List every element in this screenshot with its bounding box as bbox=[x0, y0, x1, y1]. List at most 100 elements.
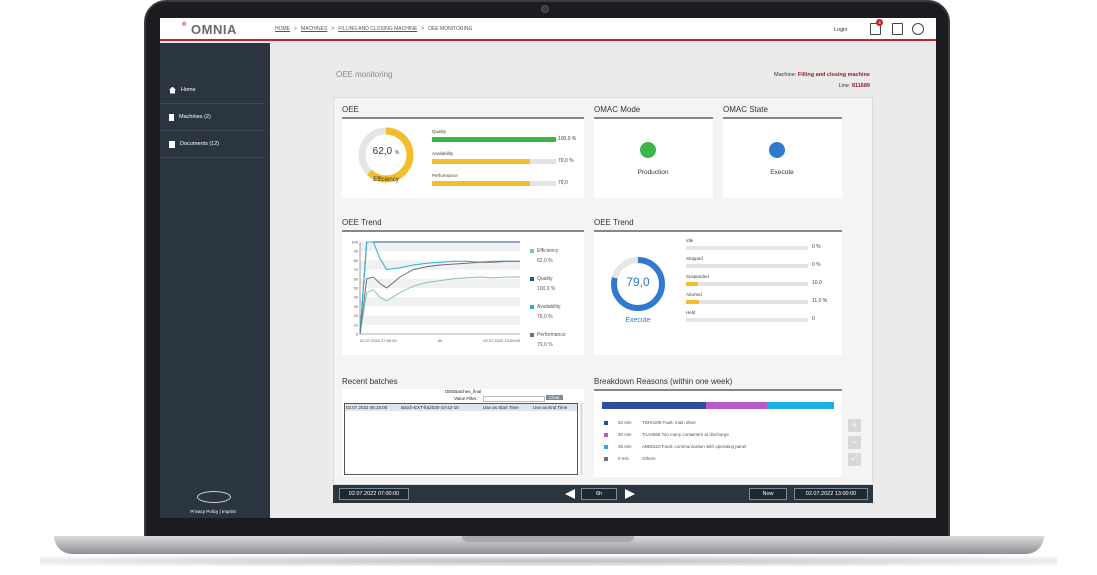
clear-filter-button[interactable]: Clear bbox=[546, 395, 563, 400]
series-line-performance bbox=[359, 260, 520, 335]
end-time-field[interactable]: 02.07.2022 13:00:00 bbox=[794, 488, 868, 500]
execute-gauge-label: Execute bbox=[625, 317, 651, 324]
state-bar-value: 10,0 bbox=[812, 280, 822, 286]
legend-swatch bbox=[530, 333, 534, 337]
notifications-icon[interactable] bbox=[870, 23, 881, 35]
machine-name: Filling and closing machine bbox=[797, 72, 870, 78]
breadcrumb-machine[interactable]: FILLING AND CLOSING MACHINE bbox=[338, 26, 418, 32]
omnia-logo[interactable]: ® OMNIA bbox=[182, 22, 237, 37]
previous-range-arrow-icon[interactable] bbox=[565, 489, 575, 499]
document-list-icon[interactable] bbox=[892, 23, 903, 35]
legend-series-name[interactable]: Quality bbox=[537, 276, 553, 282]
breakdown-segment[interactable] bbox=[602, 402, 707, 409]
breakdown-segment[interactable] bbox=[766, 402, 834, 409]
grid-band bbox=[360, 242, 520, 252]
zoom-out-button[interactable]: − bbox=[848, 436, 861, 449]
state-bar-track bbox=[686, 264, 808, 268]
breakdown-segment[interactable] bbox=[706, 402, 767, 409]
breakdown-reason: Others bbox=[642, 456, 656, 461]
value-filter-input[interactable] bbox=[483, 396, 545, 402]
state-bar-label: Held bbox=[686, 310, 696, 315]
y-tick-label: 70 bbox=[354, 267, 359, 272]
breakdown-swatch bbox=[604, 445, 608, 449]
state-bar-fill bbox=[686, 300, 700, 304]
recent-batches-card: OEEBatches_final Value Filter: Clear 02.… bbox=[342, 389, 584, 477]
state-bar-label: Idle bbox=[686, 238, 694, 243]
oee-gauge bbox=[358, 127, 414, 183]
state-bar-track bbox=[686, 318, 808, 322]
value-filter-label: Value Filter: bbox=[454, 396, 478, 401]
use-as-end-link[interactable]: Use as End Time bbox=[533, 405, 568, 410]
use-as-start-link[interactable]: Use as Start Time bbox=[483, 405, 519, 410]
document-icon bbox=[169, 140, 175, 148]
breakdown-swatch bbox=[604, 433, 608, 437]
zoom-fit-button[interactable]: ⤢ bbox=[848, 453, 861, 466]
y-tick-label: 40 bbox=[354, 295, 359, 300]
state-bar-label: Aborted bbox=[686, 292, 702, 297]
x-tick-label: 6h bbox=[438, 338, 442, 343]
login-link[interactable]: Login bbox=[834, 27, 848, 33]
omac-mode-title: OMAC Mode bbox=[594, 105, 641, 114]
notification-badge: 4 bbox=[876, 19, 883, 26]
y-tick-label: 60 bbox=[354, 276, 359, 281]
company-logo bbox=[197, 491, 231, 503]
oee-gauge-value: 62,0 % bbox=[372, 146, 400, 157]
breakdown-reason: TAA0566 Too many containers at discharge bbox=[642, 432, 729, 437]
batches-scrollbar[interactable] bbox=[580, 403, 583, 475]
oee-bar-value: 100,0 % bbox=[558, 136, 577, 142]
sidebar-item-home[interactable]: Home bbox=[160, 77, 265, 104]
breakdown-reason: ABB0110 Fault: communication with operat… bbox=[642, 444, 747, 449]
breakdown-swatch bbox=[604, 457, 608, 461]
y-tick-label: 20 bbox=[354, 313, 359, 318]
legend-series-name[interactable]: Efficiency bbox=[537, 248, 559, 254]
zoom-in-button[interactable]: + bbox=[848, 419, 861, 432]
privacy-imprint-link[interactable]: Privacy Policy | Imprint bbox=[190, 509, 236, 514]
legend-series-name[interactable]: Performance bbox=[537, 332, 566, 338]
sidebar-item-machines[interactable]: Machines (2) bbox=[160, 104, 265, 131]
legend-swatch bbox=[530, 305, 534, 309]
series-line-availability bbox=[359, 241, 520, 335]
oee-trend-card: 100 90 80 70 60 50 40 30 20 10 0 02.07.2022 07:00:0… bbox=[342, 230, 584, 355]
batches-table-name: OEEBatches_final bbox=[444, 389, 482, 394]
oee-bar-value: 79,0 % bbox=[558, 158, 574, 164]
y-tick-label: 90 bbox=[354, 249, 359, 254]
oee-bar-label: Availability bbox=[432, 151, 454, 156]
breakdown-duration: 53 min bbox=[618, 420, 632, 425]
breakdown-swatch bbox=[604, 421, 608, 425]
legend-series-value: 100,0 % bbox=[537, 286, 556, 292]
top-bar: ® OMNIA HOME > MACHINES > FILLING AND CLOS… bbox=[160, 18, 936, 41]
state-bar-value: 11,0 % bbox=[812, 298, 828, 304]
omac-state-card: Execute bbox=[723, 117, 842, 198]
state-bar-value: 0 % bbox=[812, 244, 821, 250]
omac-mode-card: Production bbox=[594, 117, 713, 198]
start-time-field[interactable]: 02.07.2022 07:00:00 bbox=[339, 488, 409, 500]
breakdown-duration: 30 min bbox=[618, 432, 632, 437]
sidebar-item-documents[interactable]: Documents (12) bbox=[160, 131, 265, 158]
legend-series-name[interactable]: Availability bbox=[537, 304, 561, 310]
breadcrumb-current: OEE MONITORING bbox=[428, 26, 473, 32]
table-row[interactable]: 02.07.2022 06:15:00 Batch-EXT-fra2020-10… bbox=[345, 404, 577, 411]
breadcrumb-home[interactable]: HOME bbox=[275, 26, 290, 32]
oee-bar-label: Quality bbox=[432, 129, 447, 134]
oee-card: 62,0 % Efficiency Quality 100,0 % Availabi… bbox=[342, 117, 584, 198]
breakdown-duration: 0 min bbox=[618, 456, 630, 461]
laptop-base bbox=[54, 536, 1044, 554]
state-bar-value: 0 bbox=[812, 316, 815, 322]
next-range-arrow-icon[interactable] bbox=[625, 489, 635, 499]
breakdown-stacked-bar bbox=[602, 402, 834, 409]
omac-state-state: Execute bbox=[770, 169, 794, 176]
oee-trend-title: OEE Trend bbox=[342, 218, 382, 227]
time-span-field[interactable]: 6h bbox=[581, 488, 617, 500]
state-trend-title: OEE Trend bbox=[594, 218, 634, 227]
sidebar: Home Machines (2) Documents (12) Privacy… bbox=[160, 43, 270, 518]
state-bar-label: Stopped bbox=[686, 256, 703, 261]
breadcrumb: HOME > MACHINES > FILLING AND CLOSING MACH… bbox=[275, 26, 473, 32]
state-bar-track bbox=[686, 282, 808, 286]
oee-panel-title: OEE bbox=[342, 105, 359, 114]
breadcrumb-machines[interactable]: MACHINES bbox=[300, 26, 328, 32]
language-globe-icon[interactable] bbox=[912, 23, 924, 35]
now-button[interactable]: Now bbox=[749, 488, 787, 500]
omac-mode-indicator bbox=[640, 142, 656, 158]
